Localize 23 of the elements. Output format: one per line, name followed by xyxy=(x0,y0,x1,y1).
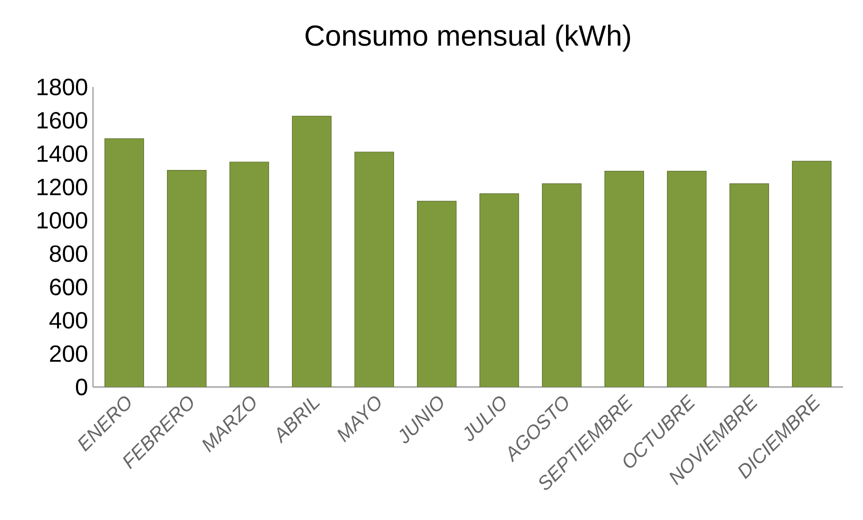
bar xyxy=(729,183,770,387)
bar xyxy=(416,200,457,387)
bar xyxy=(792,160,832,387)
y-tick-label: 400 xyxy=(49,312,88,329)
y-tick-label: 0 xyxy=(76,378,88,396)
bar xyxy=(354,152,394,387)
y-tick-label: 1600 xyxy=(38,112,88,129)
y-tick-label: 200 xyxy=(50,345,88,362)
bar xyxy=(166,170,207,387)
bar xyxy=(104,138,144,387)
y-tick-label: 1000 xyxy=(38,212,88,229)
y-tick-label: 600 xyxy=(50,278,88,296)
bar xyxy=(604,170,644,387)
bar xyxy=(479,193,520,387)
bar xyxy=(666,170,707,387)
chart-title: Consumo mensual (kWh) xyxy=(306,24,630,52)
y-tick-label: 1400 xyxy=(38,145,88,162)
bar xyxy=(229,162,270,387)
bar xyxy=(542,183,582,387)
y-tick-label: 1200 xyxy=(38,178,88,196)
bar xyxy=(292,116,332,387)
y-tick-label: 1800 xyxy=(38,78,88,96)
y-tick-label: 800 xyxy=(50,245,88,262)
